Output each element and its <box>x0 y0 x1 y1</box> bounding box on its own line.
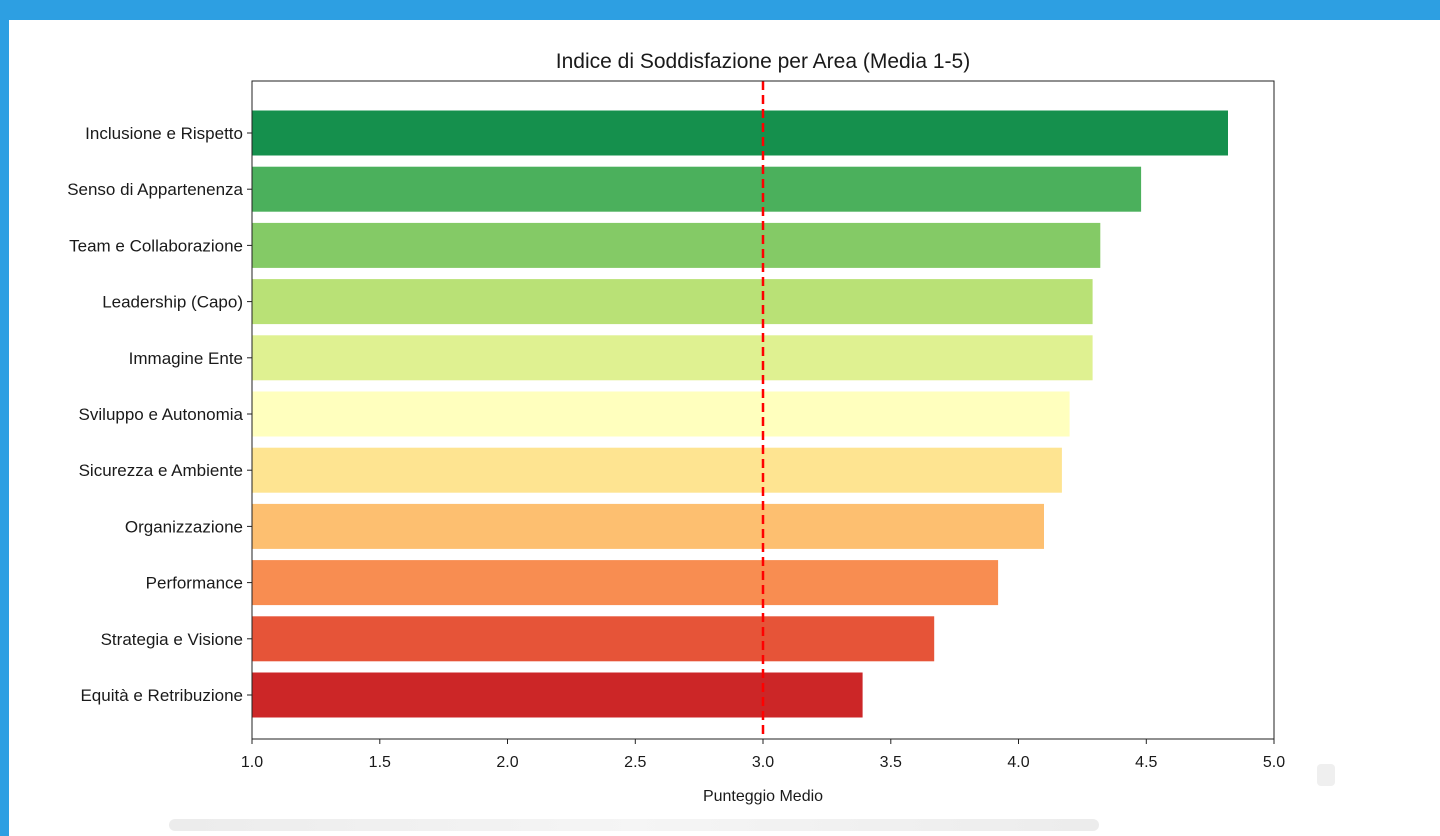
bar-2 <box>252 222 1101 268</box>
chart-frame: Indice di Soddisfazione per Area (Media … <box>9 20 1440 836</box>
chart-title: Indice di Soddisfazione per Area (Media … <box>556 50 970 73</box>
bars-layer <box>252 110 1228 718</box>
bar-10 <box>252 672 863 718</box>
x-tick-label: 1.0 <box>241 754 263 771</box>
x-axis-label: Punteggio Medio <box>703 788 823 805</box>
bar-7 <box>252 503 1044 549</box>
category-label: Leadership (Capo) <box>102 293 243 312</box>
category-label: Sviluppo e Autonomia <box>79 405 244 424</box>
x-tick-label: 3.5 <box>880 754 902 771</box>
x-tick-label: 3.0 <box>752 754 774 771</box>
category-label: Equità e Retribuzione <box>80 686 243 705</box>
x-tick-label: 2.5 <box>624 754 646 771</box>
x-tick-label: 4.5 <box>1135 754 1157 771</box>
bar-8 <box>252 560 999 606</box>
blurred-text-line <box>169 819 1099 831</box>
x-axis-ticks: 1.0 1.5 2.0 2.5 3.0 3.5 4.0 4.5 5.0 <box>241 739 1285 771</box>
category-label: Immagine Ente <box>129 349 243 368</box>
category-label: Organizzazione <box>125 517 243 536</box>
category-label: Sicurezza e Ambiente <box>79 461 243 480</box>
x-tick-label: 4.0 <box>1007 754 1029 771</box>
bar-9 <box>252 616 935 662</box>
bar-6 <box>252 447 1062 493</box>
x-tick-label: 1.5 <box>369 754 391 771</box>
category-label: Strategia e Visione <box>101 630 243 649</box>
plot-border <box>251 80 1275 740</box>
category-label: Performance <box>146 574 243 593</box>
blurred-mark <box>1317 764 1335 786</box>
category-label: Team e Collaborazione <box>69 236 243 255</box>
bar-4 <box>252 335 1093 381</box>
bar-1 <box>252 166 1142 212</box>
x-tick-label: 2.0 <box>496 754 518 771</box>
bar-0 <box>252 110 1228 156</box>
x-tick-label: 5.0 <box>1263 754 1285 771</box>
category-label: Inclusione e Rispetto <box>85 124 243 143</box>
category-labels: Inclusione e Rispetto Senso di Appartenen… <box>67 124 252 705</box>
bar-5 <box>252 391 1070 437</box>
bar-chart: Indice di Soddisfazione per Area (Media … <box>67 50 1285 805</box>
bar-3 <box>252 279 1093 325</box>
category-label: Senso di Appartenenza <box>67 180 243 199</box>
